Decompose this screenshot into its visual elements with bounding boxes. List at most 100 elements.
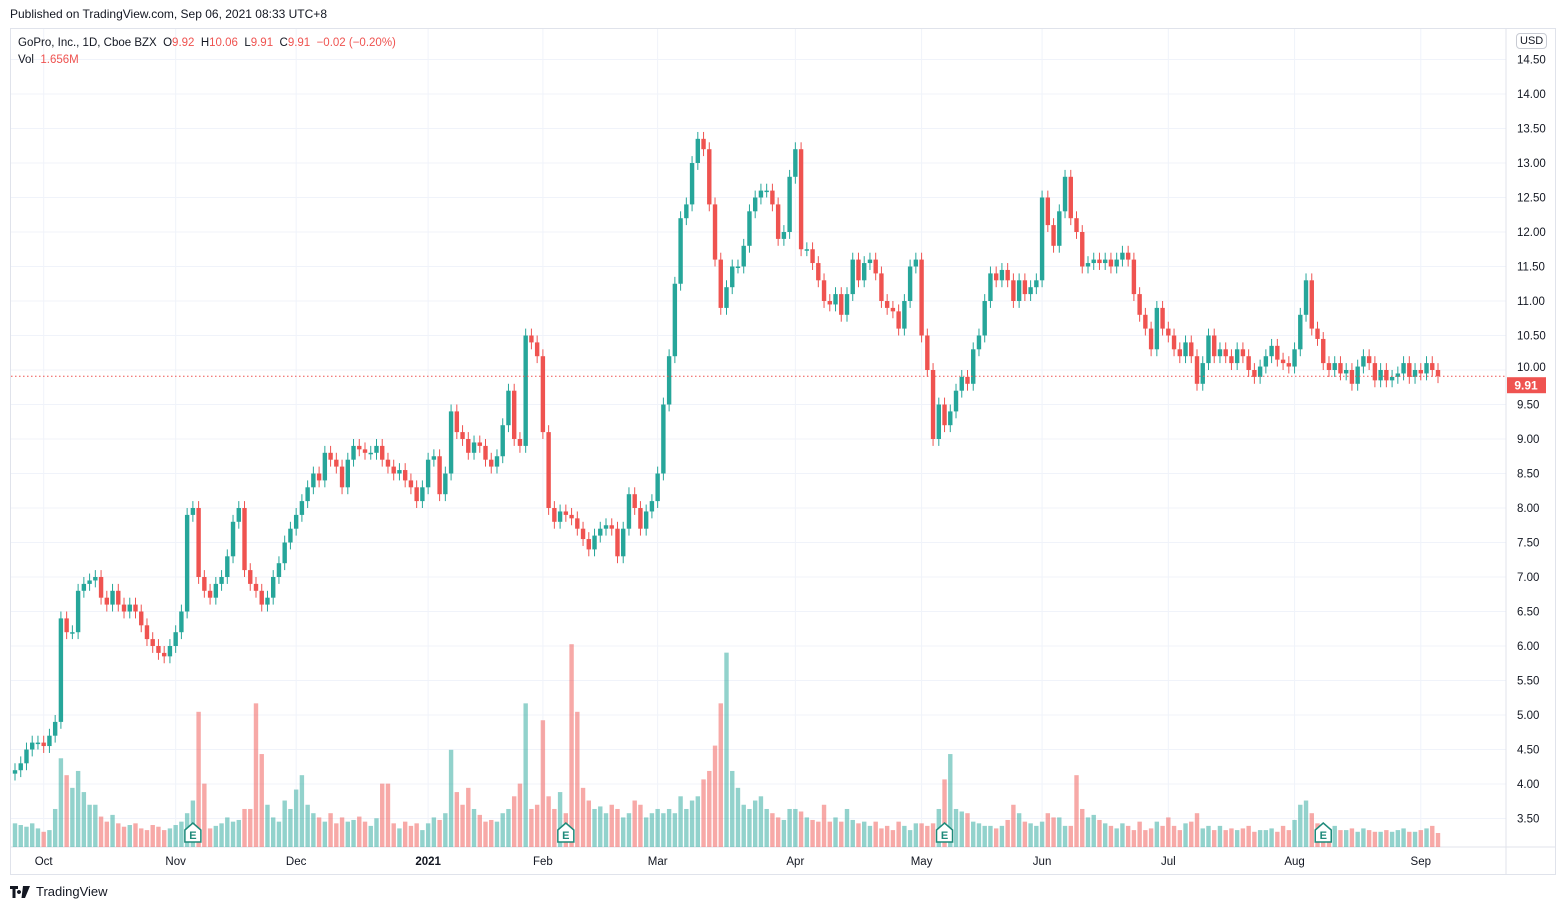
- volume-bar: [1275, 831, 1280, 847]
- volume-bar: [1034, 825, 1039, 847]
- time-tick-label: Sep: [1411, 856, 1431, 868]
- candle-body: [397, 470, 402, 474]
- candle-body: [971, 349, 976, 384]
- price-tick-label: 6.00: [1517, 641, 1539, 653]
- volume-bar: [87, 804, 92, 847]
- volume-bar: [1137, 821, 1142, 847]
- volume-bar: [821, 804, 827, 847]
- volume-bar: [1005, 819, 1010, 847]
- candle-body: [236, 508, 241, 522]
- candle-body: [420, 487, 425, 502]
- volume-bar: [402, 821, 408, 847]
- candle-body: [534, 342, 540, 357]
- candle: [741, 238, 746, 274]
- volume-bar: [1062, 825, 1068, 847]
- volume-bar: [971, 821, 976, 847]
- candle: [1022, 273, 1028, 301]
- candle-body: [1430, 363, 1435, 370]
- candle: [580, 521, 586, 546]
- volume-bar: [718, 703, 723, 847]
- candle: [1183, 335, 1188, 364]
- volume-bar: [569, 644, 574, 847]
- candle: [775, 197, 781, 246]
- candle-body: [454, 411, 460, 433]
- price-tick-label: 8.00: [1517, 503, 1539, 515]
- volume-bar: [988, 825, 993, 847]
- candle-body: [741, 245, 746, 267]
- volume-bar: [919, 823, 924, 847]
- candle: [322, 445, 328, 488]
- candle: [1338, 356, 1343, 381]
- volume-bar: [196, 711, 201, 847]
- volume-bar: [592, 808, 597, 847]
- candle: [890, 301, 896, 319]
- candle: [557, 504, 563, 529]
- candle-body: [1022, 280, 1028, 295]
- candle: [1171, 328, 1177, 357]
- volume-bar: [47, 830, 52, 847]
- candle-body: [483, 445, 488, 460]
- volume-bar: [500, 813, 505, 847]
- volume-bar: [867, 825, 873, 847]
- candle: [466, 432, 471, 460]
- candle: [1269, 338, 1274, 364]
- candle: [1097, 252, 1102, 270]
- candle-body: [712, 204, 718, 260]
- volume-bar: [534, 804, 540, 847]
- volume-bar: [1011, 804, 1016, 847]
- volume-bar: [293, 789, 299, 847]
- volume-bar: [81, 792, 87, 847]
- volume-bar: [18, 825, 23, 847]
- candle-body: [93, 577, 98, 581]
- volume-bar: [328, 813, 333, 847]
- candle: [982, 294, 987, 343]
- candle-body: [471, 442, 477, 453]
- candle: [18, 756, 23, 778]
- volume-bar: [1252, 831, 1257, 847]
- candle-body: [156, 646, 161, 653]
- volume-bar: [1407, 831, 1412, 847]
- candle: [1418, 363, 1423, 381]
- volume-bar: [552, 808, 557, 847]
- candle-body: [1315, 328, 1320, 339]
- candle-body: [179, 611, 184, 633]
- volume-bar: [425, 823, 431, 847]
- candle: [339, 459, 345, 495]
- candle: [839, 287, 844, 322]
- candle-body: [1389, 376, 1395, 381]
- volume-bar: [1051, 817, 1056, 847]
- volume-bar: [1194, 813, 1200, 847]
- price-tick-label: 8.50: [1517, 469, 1539, 481]
- volume-bar: [30, 823, 35, 847]
- chart-frame: [10, 28, 1556, 875]
- volume-bar: [58, 758, 64, 847]
- volume-bar: [448, 749, 454, 847]
- candle-body: [1418, 370, 1423, 374]
- candle: [925, 328, 930, 377]
- candle-body: [718, 259, 723, 308]
- candle: [540, 349, 546, 439]
- candle-body: [334, 459, 339, 467]
- volume-bar: [643, 817, 649, 847]
- volume-bar: [75, 770, 81, 847]
- candle: [643, 504, 649, 536]
- candle-body: [1016, 280, 1022, 301]
- candle: [735, 259, 741, 274]
- currency-button[interactable]: USD: [1516, 33, 1548, 49]
- volume-bar: [477, 814, 482, 847]
- candle: [1303, 273, 1309, 322]
- candle: [844, 287, 850, 322]
- candle-body: [1005, 269, 1010, 281]
- volume-bar: [316, 817, 322, 847]
- candle-body: [632, 494, 637, 508]
- price-tick-label: 5.50: [1517, 676, 1539, 688]
- candle-body: [1177, 349, 1182, 357]
- earnings-marker-label: E: [1320, 830, 1327, 842]
- volume-bar: [1280, 825, 1286, 847]
- time-tick-label: Apr: [786, 856, 804, 868]
- tradingview-brand[interactable]: TradingView: [10, 884, 108, 899]
- candle: [93, 570, 98, 588]
- volume-bar: [833, 817, 838, 847]
- candle: [1378, 363, 1383, 388]
